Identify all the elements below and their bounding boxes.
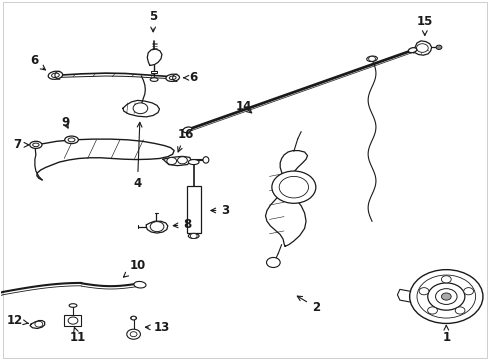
Text: 12: 12 [6, 314, 28, 327]
Circle shape [133, 103, 148, 114]
Text: 6: 6 [184, 71, 198, 84]
Text: 11: 11 [70, 328, 86, 344]
Ellipse shape [131, 316, 137, 320]
Circle shape [177, 157, 187, 164]
Circle shape [35, 321, 43, 327]
Ellipse shape [69, 304, 77, 307]
Text: 1: 1 [442, 325, 450, 344]
Text: 9: 9 [61, 116, 69, 129]
Circle shape [464, 288, 473, 295]
Text: 3: 3 [211, 204, 229, 217]
Circle shape [419, 288, 429, 295]
Text: 13: 13 [146, 321, 170, 334]
Text: 4: 4 [133, 122, 142, 190]
Bar [64, 315, 81, 326]
Circle shape [190, 233, 197, 238]
Ellipse shape [48, 71, 63, 79]
Circle shape [127, 329, 141, 339]
Ellipse shape [188, 233, 199, 238]
Ellipse shape [30, 141, 42, 148]
Circle shape [441, 276, 451, 283]
Ellipse shape [169, 76, 176, 80]
Ellipse shape [65, 136, 78, 144]
Circle shape [150, 222, 164, 231]
Text: 15: 15 [416, 15, 433, 35]
Ellipse shape [33, 143, 39, 147]
Text: 7: 7 [14, 138, 29, 151]
Circle shape [68, 317, 78, 324]
Circle shape [428, 283, 465, 310]
Text: 6: 6 [30, 54, 46, 70]
Circle shape [436, 45, 442, 49]
Circle shape [130, 332, 137, 337]
Ellipse shape [150, 78, 158, 81]
Circle shape [279, 176, 309, 198]
Text: 5: 5 [149, 10, 157, 32]
Circle shape [417, 275, 476, 318]
Ellipse shape [203, 157, 209, 163]
Circle shape [441, 293, 451, 300]
Text: 10: 10 [123, 259, 146, 277]
Ellipse shape [51, 73, 59, 77]
Text: 16: 16 [177, 127, 194, 152]
Text: 8: 8 [173, 218, 192, 231]
Circle shape [167, 157, 176, 165]
Circle shape [436, 289, 457, 305]
Circle shape [272, 171, 316, 203]
FancyBboxPatch shape [187, 186, 200, 233]
Text: 2: 2 [297, 296, 320, 314]
Ellipse shape [68, 138, 75, 142]
Ellipse shape [134, 282, 146, 288]
Text: 14: 14 [236, 100, 252, 113]
FancyBboxPatch shape [151, 71, 157, 73]
Ellipse shape [408, 48, 417, 53]
Circle shape [267, 257, 280, 267]
Circle shape [131, 316, 136, 320]
Circle shape [368, 56, 375, 61]
Ellipse shape [367, 56, 377, 62]
Ellipse shape [183, 127, 192, 132]
Ellipse shape [166, 74, 179, 81]
Circle shape [455, 307, 465, 314]
Circle shape [428, 307, 438, 314]
Circle shape [410, 270, 483, 323]
Ellipse shape [188, 159, 199, 165]
Circle shape [416, 44, 428, 52]
